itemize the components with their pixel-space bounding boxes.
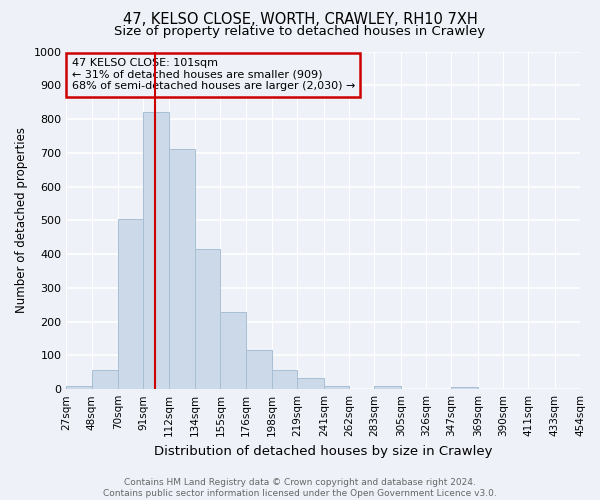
Bar	[324, 386, 349, 389]
Bar	[374, 386, 401, 389]
X-axis label: Distribution of detached houses by size in Crawley: Distribution of detached houses by size …	[154, 444, 493, 458]
Bar	[298, 378, 324, 389]
Bar	[220, 312, 245, 389]
Text: Size of property relative to detached houses in Crawley: Size of property relative to detached ho…	[115, 25, 485, 38]
Bar	[143, 112, 169, 389]
Bar	[195, 249, 220, 389]
Text: 47 KELSO CLOSE: 101sqm
← 31% of detached houses are smaller (909)
68% of semi-de: 47 KELSO CLOSE: 101sqm ← 31% of detached…	[71, 58, 355, 92]
Bar	[245, 350, 272, 389]
Y-axis label: Number of detached properties: Number of detached properties	[15, 128, 28, 314]
Bar	[451, 388, 478, 389]
Text: Contains HM Land Registry data © Crown copyright and database right 2024.
Contai: Contains HM Land Registry data © Crown c…	[103, 478, 497, 498]
Bar	[67, 386, 92, 389]
Text: 47, KELSO CLOSE, WORTH, CRAWLEY, RH10 7XH: 47, KELSO CLOSE, WORTH, CRAWLEY, RH10 7X…	[122, 12, 478, 28]
Bar	[169, 150, 195, 389]
Bar	[92, 370, 118, 389]
Bar	[272, 370, 298, 389]
Bar	[118, 218, 143, 389]
